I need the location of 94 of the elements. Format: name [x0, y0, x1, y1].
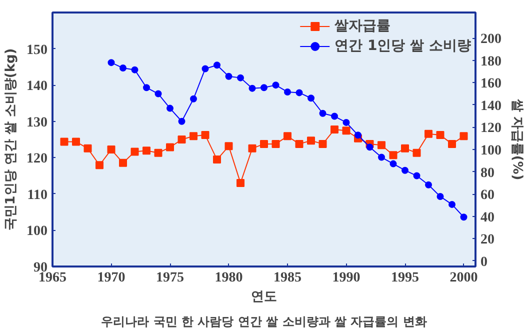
x-tick-label: 1995 — [391, 270, 419, 286]
point — [378, 154, 385, 161]
point — [178, 136, 186, 144]
point — [224, 142, 233, 150]
legend-label: 쌀자급률 — [334, 17, 391, 35]
point — [319, 110, 326, 117]
y-tick-label: 120 — [26, 152, 48, 167]
y-axis-title: 국민1인당 연간 쌀 소비량(kg) — [4, 48, 18, 231]
y2-tick-label: 160 — [480, 76, 502, 92]
y2-tick-label: 60 — [480, 188, 494, 204]
point — [342, 118, 350, 126]
y2-tick-label: 140 — [480, 98, 502, 114]
point — [412, 148, 421, 157]
point — [130, 148, 139, 156]
point — [237, 74, 244, 82]
point — [296, 89, 303, 96]
point — [131, 66, 138, 74]
x-tick-label: 1970 — [97, 270, 126, 286]
point — [331, 112, 338, 120]
point — [248, 84, 256, 92]
point — [284, 88, 291, 96]
y-tick-label: 110 — [27, 188, 48, 203]
point — [307, 136, 315, 145]
point — [401, 144, 409, 152]
point — [166, 104, 174, 112]
point — [436, 192, 444, 200]
y2-tick-label: 20 — [480, 232, 494, 248]
y-tick-label: 150 — [26, 42, 48, 58]
x-tick-label: 1990 — [332, 270, 360, 286]
point — [390, 160, 397, 168]
y2-tick-label: 200 — [480, 32, 502, 48]
point — [214, 62, 220, 69]
point — [378, 141, 386, 150]
text: 우리나라 국민 한 사람당 연간 쌀 소비량과 쌀 자급률의 변화 — [101, 314, 427, 328]
y2-tick-label: 40 — [480, 210, 494, 226]
y2-tick-label: 120 — [480, 121, 502, 136]
point — [72, 138, 80, 146]
legend-label: 연간 1인당 쌀 소비량 — [334, 37, 471, 55]
point — [389, 151, 398, 160]
point — [460, 214, 468, 221]
point — [201, 131, 210, 140]
point — [260, 140, 268, 148]
point — [119, 158, 127, 167]
point — [213, 156, 221, 164]
point — [284, 132, 292, 140]
point — [108, 59, 115, 66]
point — [96, 161, 104, 170]
point — [354, 132, 362, 139]
y2-tick-label: 80 — [480, 166, 494, 181]
point — [448, 140, 456, 148]
point — [342, 126, 350, 135]
point — [154, 90, 162, 98]
y2-tick-label: 0 — [480, 254, 488, 270]
point — [248, 144, 256, 152]
point — [120, 64, 126, 72]
y-tick-label: 130 — [26, 115, 48, 130]
point — [236, 178, 244, 187]
point — [166, 143, 174, 152]
point — [425, 181, 432, 188]
x-tick-label: 1980 — [214, 270, 243, 286]
y2-tick-label: 100 — [480, 144, 502, 159]
point — [448, 200, 456, 208]
point — [272, 140, 280, 148]
x-tick-label: 1975 — [156, 270, 184, 286]
point — [190, 95, 197, 102]
point — [318, 140, 327, 148]
point — [366, 144, 374, 151]
point — [178, 118, 186, 125]
y2-tick-label: 180 — [480, 54, 502, 70]
point — [308, 94, 314, 102]
point — [272, 82, 280, 89]
x-axis-title: 연도 — [251, 290, 277, 304]
point — [143, 84, 150, 92]
point — [154, 148, 162, 157]
point — [436, 131, 444, 140]
point — [260, 84, 268, 92]
y2-axis-title: 쌀 자급률(%) — [510, 98, 524, 180]
point — [460, 132, 468, 140]
y-tick-label: 140 — [26, 79, 48, 94]
x-tick-label: 2000 — [450, 270, 478, 286]
point — [190, 132, 198, 140]
point — [60, 138, 68, 146]
point — [202, 65, 209, 72]
y-tick-label: 100 — [26, 224, 48, 240]
point — [402, 166, 408, 174]
x-tick-label: 1985 — [274, 270, 302, 286]
point — [413, 172, 420, 180]
point — [330, 125, 338, 134]
point — [225, 72, 232, 80]
point — [107, 146, 116, 154]
point — [295, 140, 304, 148]
point — [142, 146, 150, 155]
point — [424, 130, 432, 138]
point — [84, 144, 92, 152]
